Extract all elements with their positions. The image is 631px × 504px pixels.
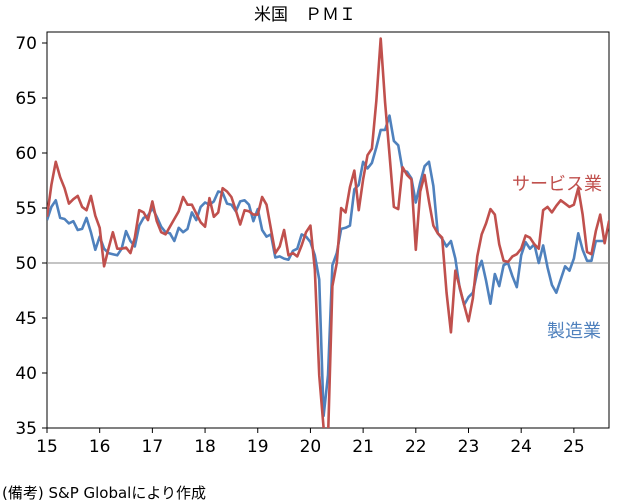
axes: 35 40 45 50 55 60 65 70 15 16 17 18 19 20 21 22 23 24 25	[15, 31, 610, 457]
y-tick-label: 50	[15, 254, 37, 274]
y-tick-label: 70	[15, 34, 37, 54]
x-tick-label: 19	[247, 437, 269, 457]
chart-title: 米国 ＰＭＩ	[254, 5, 356, 25]
y-tick-label: 65	[15, 89, 37, 109]
x-tick-label: 20	[300, 437, 322, 457]
y-tick-label: 45	[15, 309, 37, 329]
series-line-services	[47, 37, 609, 428]
x-tick-label: 16	[89, 437, 111, 457]
y-tick-label: 60	[15, 144, 37, 164]
x-tick-label: 24	[510, 437, 532, 457]
x-tick-label: 22	[405, 437, 427, 457]
series-line-manufacturing	[47, 114, 605, 418]
x-tick-label: 18	[194, 437, 216, 457]
x-tick-label: 25	[563, 437, 585, 457]
y-tick-label: 35	[15, 419, 37, 439]
y-tick-label: 55	[15, 199, 37, 219]
x-tick-label: 17	[142, 437, 164, 457]
x-tick-label: 21	[352, 437, 374, 457]
y-tick-label: 40	[15, 364, 37, 384]
x-tick-label: 23	[458, 437, 480, 457]
x-tick-label: 15	[36, 437, 58, 457]
series-label-manufacturing: 製造業	[547, 321, 601, 342]
source-note: (備考) S&P Globalにより作成	[2, 484, 207, 502]
series-label-services: サービス業	[512, 174, 602, 195]
series-lines	[47, 37, 609, 428]
